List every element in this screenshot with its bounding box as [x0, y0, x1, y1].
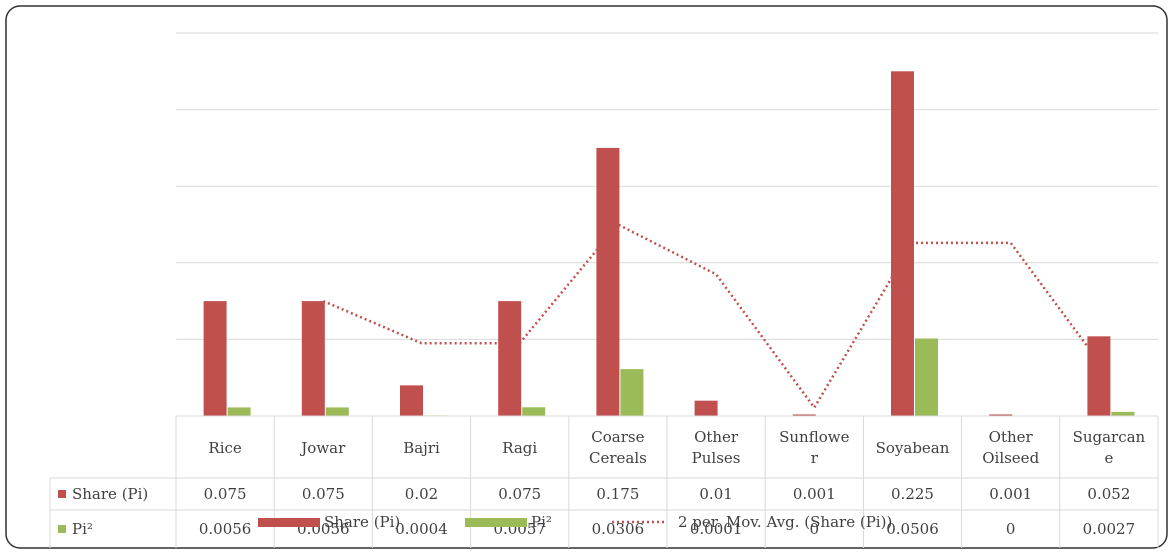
data-label: 0.02 [405, 485, 438, 503]
pi-squared-bar [522, 407, 545, 416]
category-label: Soyabean [876, 439, 950, 457]
legend-label: Pi² [531, 513, 552, 531]
category-label-line: Cereals [589, 449, 647, 467]
data-label: 0.0506 [886, 520, 939, 538]
series-key-swatch [58, 525, 66, 533]
category-label-line: Other [694, 428, 739, 446]
share-bar [498, 301, 521, 416]
share-bar [891, 71, 914, 416]
category-label-line: Sunflowe [779, 428, 849, 446]
series-key-swatch [58, 490, 66, 498]
data-label: 0.075 [302, 485, 345, 503]
category-label-line: Coarse [591, 428, 644, 446]
share-bar [596, 148, 619, 416]
category-label-line: Oilseed [982, 449, 1039, 467]
pi-squared-bar [228, 407, 251, 416]
pi-squared-bar [620, 369, 643, 416]
share-bar [204, 301, 227, 416]
share-bar [302, 301, 325, 416]
category-label: Rice [208, 439, 241, 457]
data-label: 0.225 [891, 485, 934, 503]
series-name: Share (Pi) [72, 485, 148, 503]
data-label: 0.001 [793, 485, 836, 503]
legend-swatch [465, 518, 527, 527]
category-label: Jowar [299, 439, 346, 457]
data-label: 0.075 [498, 485, 541, 503]
category-label-line: r [811, 449, 819, 467]
category-label-line: e [1104, 449, 1113, 467]
category-label-line: Other [989, 428, 1034, 446]
pi-squared-bar [326, 407, 349, 416]
legend-label: Share (Pi) [324, 513, 400, 531]
category-label: Bajri [403, 439, 440, 457]
series-name: Pi² [72, 520, 93, 538]
pi-squared-bar [1111, 412, 1134, 416]
data-label: 0.0004 [395, 520, 448, 538]
share-bar [695, 401, 718, 416]
data-label: 0.052 [1087, 485, 1130, 503]
data-label: 0.0056 [199, 520, 252, 538]
data-label: 0 [1006, 520, 1016, 538]
data-label: 0.175 [596, 485, 639, 503]
legend-label: 2 per. Mov. Avg. (Share (Pi)) [678, 513, 892, 531]
data-label: 0.01 [699, 485, 732, 503]
data-label: 0.001 [989, 485, 1032, 503]
legend-swatch [258, 518, 320, 527]
share-bar [1087, 336, 1110, 416]
pi-squared-bar [915, 338, 938, 416]
data-label: 0.075 [204, 485, 247, 503]
category-label: Ragi [502, 439, 537, 457]
data-label: 0.0027 [1083, 520, 1136, 538]
share-bar [400, 385, 423, 416]
category-label-line: Pulses [692, 449, 741, 467]
category-label-line: Sugarcan [1073, 428, 1146, 446]
